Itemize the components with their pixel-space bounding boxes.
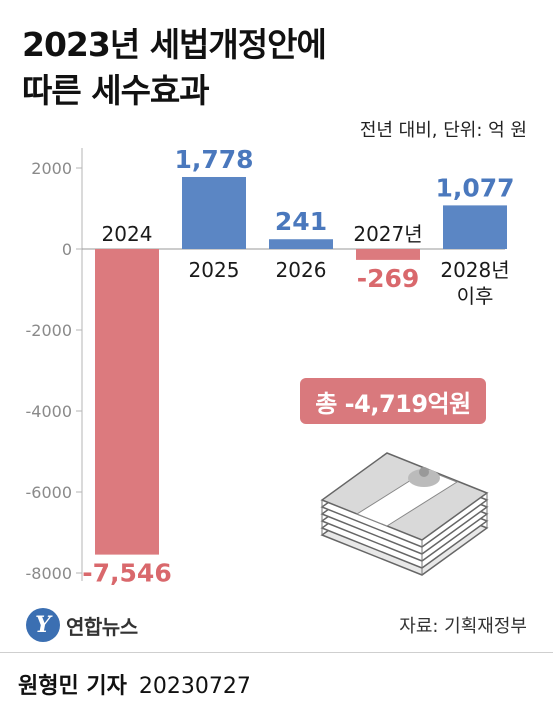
page-title-line1: 2023년 세법개정안에 [22, 25, 327, 64]
value-label: 241 [275, 207, 327, 236]
category-label: 2026 [276, 258, 327, 282]
logo-text: 연합뉴스 [66, 614, 138, 639]
publish-date: 20230727 [138, 674, 251, 699]
y-tick-label: -4000 [26, 402, 73, 421]
bar [269, 239, 333, 249]
category-label: 2024 [102, 222, 153, 246]
unit-note: 전년 대비, 단위: 억 원 [359, 120, 527, 141]
total-badge: 총 -4,719억원 [300, 378, 486, 424]
bar [443, 205, 507, 249]
bar [95, 249, 159, 555]
source-note: 자료: 기획재정부 [399, 616, 527, 637]
page-title-line2: 따른 세수효과 [22, 71, 210, 110]
y-tick-label: -2000 [26, 321, 73, 340]
money-stack-icon [320, 452, 489, 576]
value-label: -269 [357, 264, 420, 293]
category-label: 2025 [189, 258, 240, 282]
bar-chart: 2000 0 -2000 -4000 -6000 -8000 -7,546 2024 1,778… [26, 145, 515, 588]
yonhap-logo: Y 연합뉴스 [26, 608, 138, 642]
y-tick-label: 0 [62, 240, 72, 259]
category-label: 2028년 이후 [440, 258, 509, 308]
logo-mark-icon: Y [26, 608, 60, 642]
footer-divider [0, 652, 553, 653]
bar [182, 176, 246, 249]
footer: 원형민 기자 20230727 [18, 668, 251, 700]
bar [356, 249, 420, 260]
y-tick-label: -6000 [26, 483, 73, 502]
category-label: 2027년 [353, 222, 422, 246]
value-label: 1,077 [435, 173, 514, 202]
value-label: 1,778 [174, 145, 253, 174]
value-label: -7,546 [82, 559, 171, 588]
y-tick-label: 2000 [31, 159, 72, 178]
reporter-name: 원형민 기자 [18, 674, 127, 699]
y-tick-label: -8000 [26, 564, 73, 583]
